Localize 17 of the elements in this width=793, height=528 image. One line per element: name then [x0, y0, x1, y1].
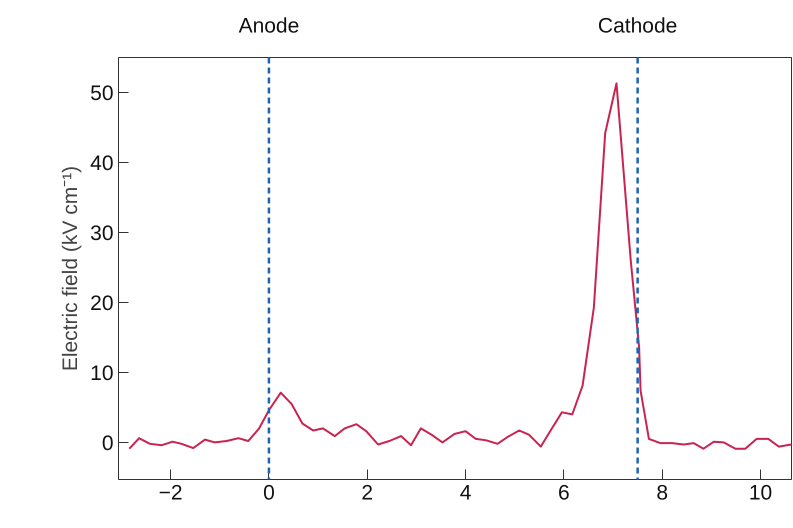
ref-line-label: Cathode [598, 14, 678, 38]
x-tick-label: −2 [158, 482, 183, 504]
y-tick-label: 40 [90, 152, 114, 175]
x-tick-label: 4 [460, 482, 472, 504]
y-tick-label: 20 [90, 292, 114, 315]
y-tick-label: 0 [102, 432, 114, 455]
x-tick-label: 8 [656, 482, 668, 504]
line-series [128, 82, 792, 450]
ref-line-label: Anode [238, 14, 300, 38]
x-tick-label: 10 [748, 482, 772, 504]
y-tick-label: 10 [90, 362, 114, 385]
y-tick-label: 30 [90, 222, 114, 245]
x-tick-label: 6 [558, 482, 570, 504]
x-tick-label: 2 [361, 482, 374, 504]
x-tick-label: 0 [263, 482, 275, 504]
y-tick-label: 50 [90, 82, 114, 105]
y-axis-title: Electric field (kV cm⁻¹) [59, 166, 82, 372]
